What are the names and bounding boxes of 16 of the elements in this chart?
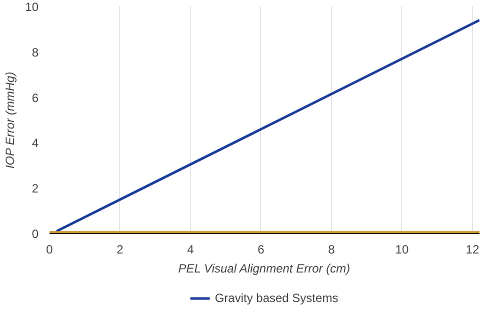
- y-axis-title: IOP Error (mmHg): [3, 72, 18, 169]
- y-tick-label: 10: [25, 0, 39, 14]
- y-tick-label: 8: [32, 45, 39, 60]
- x-tick-label: 12: [466, 242, 480, 256]
- y-tick-label: 6: [32, 90, 39, 105]
- x-tick-label: 6: [258, 242, 265, 256]
- y-tick-label: 4: [32, 136, 39, 150]
- x-tick-label: 2: [116, 242, 124, 256]
- x-tick-label: 8: [328, 242, 336, 256]
- x-tick-label: 0: [46, 242, 54, 256]
- x-tick-label: 10: [395, 242, 409, 256]
- y-tick-label: 0: [32, 227, 39, 241]
- x-axis-title: PEL Visual Alignment Error (cm): [178, 262, 350, 276]
- legend-label: Gravity based Systems: [214, 291, 338, 305]
- y-tick-label: 2: [32, 182, 39, 196]
- x-tick-label: 4: [187, 242, 194, 256]
